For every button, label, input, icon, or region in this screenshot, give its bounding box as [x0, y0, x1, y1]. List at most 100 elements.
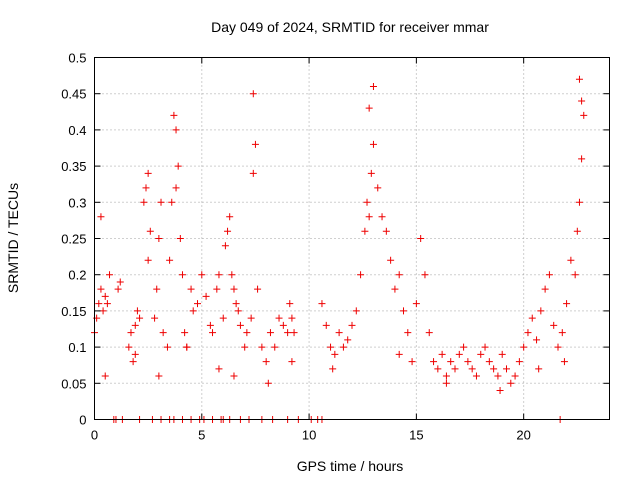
data-point: [101, 292, 109, 300]
data-point: [230, 372, 238, 380]
data-point: [275, 314, 283, 322]
data-point: [511, 372, 519, 380]
data-point: [580, 111, 588, 119]
data-point: [496, 387, 504, 395]
data-point: [194, 300, 201, 308]
data-point: [455, 350, 463, 358]
data-point: [271, 343, 279, 351]
data-point: [344, 336, 352, 344]
y-tick-label: 0.3: [68, 195, 86, 210]
data-point: [438, 350, 446, 358]
data-point: [575, 75, 583, 83]
data-point: [168, 198, 176, 206]
grid-lines: [94, 57, 610, 420]
data-point: [155, 235, 163, 242]
data-point: [125, 343, 133, 351]
data-point: [442, 372, 450, 380]
chart-title: Day 049 of 2024, SRMTID for receiver mma…: [211, 19, 489, 35]
data-point: [146, 227, 154, 235]
y-tick-label: 0.35: [61, 159, 86, 174]
data-point: [490, 365, 498, 373]
data-point: [178, 271, 186, 279]
data-point: [166, 256, 174, 264]
y-axis-label: SRMTID / TECUs: [5, 183, 21, 293]
data-point: [228, 271, 236, 279]
data-point: [363, 198, 371, 206]
data-point: [335, 329, 343, 337]
data-point: [95, 300, 103, 308]
data-point: [378, 213, 386, 221]
data-point: [133, 307, 141, 315]
data-point: [189, 307, 197, 315]
data-point: [535, 365, 543, 373]
y-tick-label: 0.5: [68, 51, 86, 66]
data-point: [322, 321, 330, 329]
data-point: [468, 365, 476, 373]
data-point: [382, 227, 390, 235]
data-point: [515, 358, 523, 366]
y-axis-ticks: 0 0.05 0.1 0.15 0.2 0.25 0.3 0.35 0.4 0.45 0.5: [61, 51, 610, 428]
data-point: [288, 314, 296, 322]
data-point: [361, 227, 369, 235]
data-point: [365, 213, 373, 221]
data-point: [578, 155, 586, 163]
data-point: [421, 271, 429, 279]
x-tick-label: 15: [409, 428, 423, 443]
data-point: [114, 285, 122, 293]
data-point: [157, 198, 165, 206]
data-point: [129, 358, 137, 366]
data-point: [249, 90, 257, 98]
data-point: [243, 329, 251, 337]
data-point: [266, 329, 274, 337]
data-point: [567, 256, 575, 264]
data-point: [258, 343, 266, 351]
data-point: [524, 329, 532, 337]
data-point: [183, 343, 191, 351]
data-point: [99, 307, 107, 315]
data-point: [442, 379, 450, 387]
data-point: [369, 140, 377, 148]
data-point: [206, 321, 214, 329]
data-point: [131, 350, 139, 358]
data-point: [136, 314, 144, 322]
data-point: [541, 285, 549, 293]
data-point: [494, 372, 502, 380]
data-point: [329, 365, 337, 373]
data-point: [198, 271, 206, 279]
data-point: [286, 300, 294, 308]
data-point: [116, 278, 124, 286]
data-point: [331, 350, 339, 358]
data-point: [404, 329, 412, 337]
y-tick-label: 0: [79, 413, 86, 428]
data-point: [234, 307, 242, 315]
x-tick-label: 10: [302, 428, 316, 443]
x-tick-label: 5: [198, 428, 205, 443]
data-point: [172, 126, 180, 134]
data-point: [215, 365, 223, 373]
data-point: [318, 300, 326, 308]
data-point: [170, 111, 178, 119]
data-point: [412, 300, 420, 308]
data-point: [327, 343, 335, 351]
data-point: [537, 307, 545, 315]
data-point: [395, 350, 403, 358]
y-tick-label: 0.45: [61, 87, 86, 102]
data-point: [140, 198, 148, 206]
x-axis-ticks: 0 5 10 15 20: [91, 57, 531, 443]
data-point: [573, 227, 581, 235]
y-tick-label: 0.1: [68, 340, 86, 355]
data-point: [357, 271, 365, 279]
data-point: [163, 343, 171, 351]
data-point: [391, 285, 399, 293]
data-point: [213, 285, 221, 293]
data-point: [221, 242, 229, 250]
data-point: [142, 184, 150, 192]
data-point: [460, 343, 468, 351]
data-point: [159, 329, 167, 337]
data-point: [477, 350, 485, 358]
data-point: [97, 285, 105, 293]
data-point: [348, 321, 356, 329]
data-point: [262, 358, 270, 366]
data-point: [369, 82, 377, 90]
data-point: [103, 300, 111, 308]
